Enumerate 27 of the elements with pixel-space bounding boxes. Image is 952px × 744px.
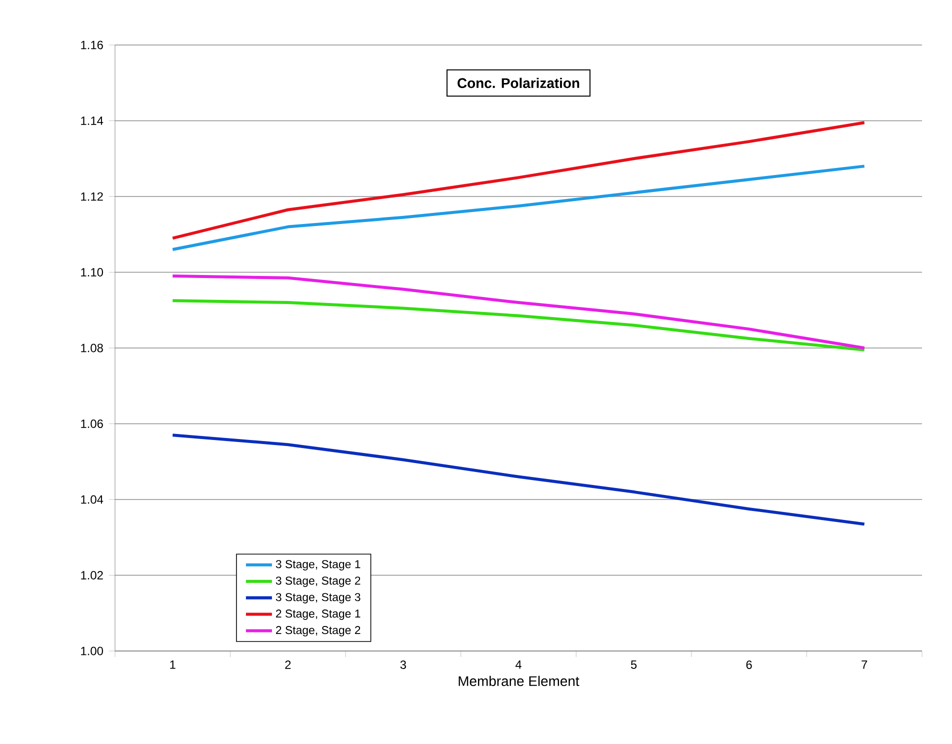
y-tick-label: 1.06 xyxy=(81,420,103,428)
y-tick-label: 1.02 xyxy=(81,571,103,580)
legend-label: 3 Stage, Stage 2 xyxy=(276,576,360,587)
x-axis-title: Membrane Element xyxy=(458,676,580,686)
x-tick-label: 6 xyxy=(746,660,752,669)
line-series xyxy=(171,434,866,526)
x-tick-label: 3 xyxy=(400,660,406,669)
y-tick-label: 1.16 xyxy=(81,40,103,50)
y-tick-label: 1.14 xyxy=(81,116,104,125)
legend-label: 2 Stage, Stage 2 xyxy=(276,626,360,636)
legend-label: 2 Stage, Stage 1 xyxy=(276,610,360,620)
y-tick-label: 1.10 xyxy=(81,268,104,276)
x-tick-label: 4 xyxy=(515,660,522,669)
y-tick-label: 1.08 xyxy=(81,344,103,352)
line-series xyxy=(171,274,866,350)
x-tick-label: 5 xyxy=(630,660,637,669)
y-tick-label: 1.12 xyxy=(81,192,103,201)
line-series xyxy=(171,299,866,352)
x-tick-label: 2 xyxy=(285,660,291,669)
y-tick-label: 1.00 xyxy=(81,646,104,656)
text: Conc. Polarization xyxy=(458,78,580,88)
x-tick-label: 1 xyxy=(170,660,176,669)
line-series xyxy=(171,121,866,240)
legend-label: 3 Stage, Stage 1 xyxy=(276,560,360,570)
x-tick-label: 7 xyxy=(862,660,868,669)
legend-label: 3 Stage, Stage 3 xyxy=(276,593,360,604)
y-tick-label: 1.04 xyxy=(81,495,104,504)
